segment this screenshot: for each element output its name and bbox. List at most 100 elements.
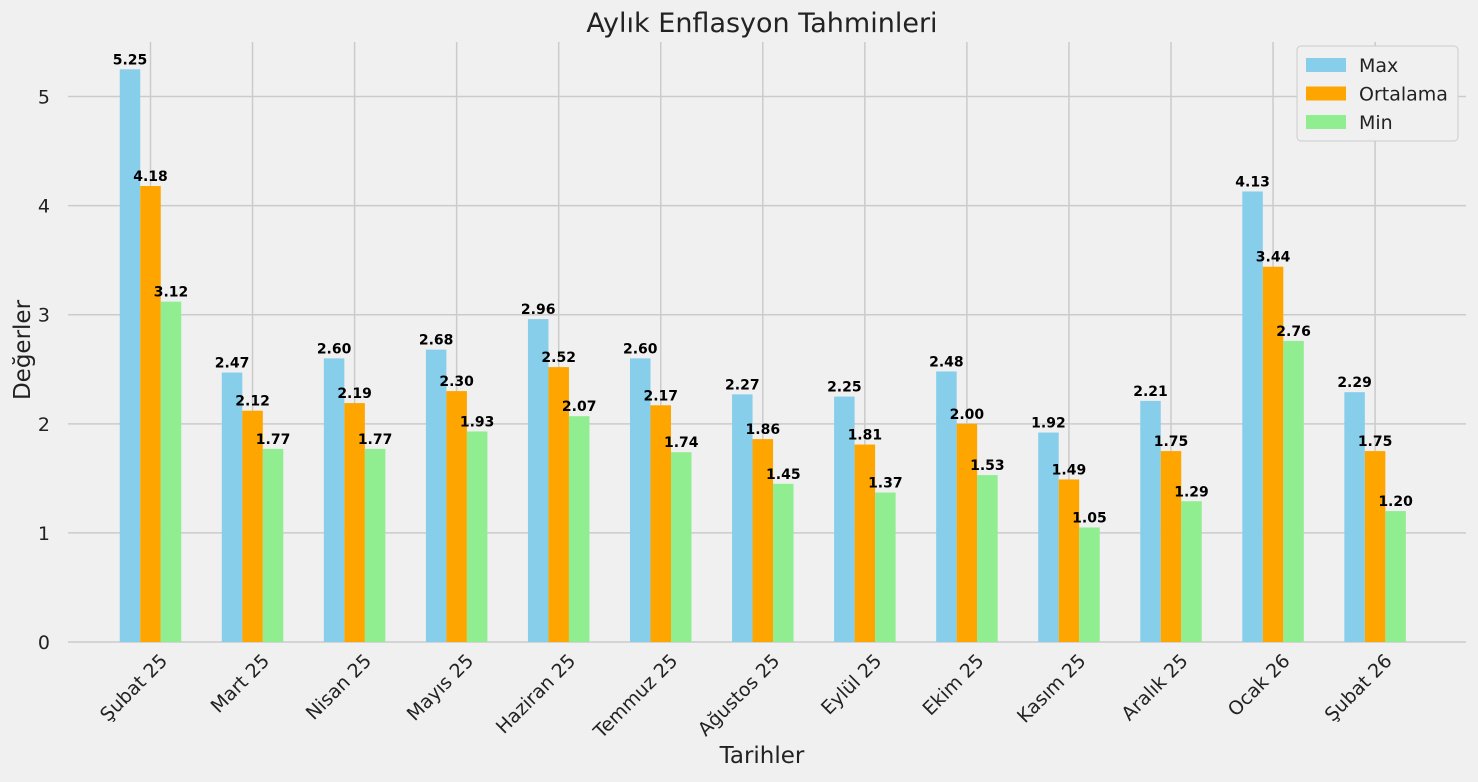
bar-min [1283, 340, 1304, 642]
y-tick-label: 3 [38, 305, 50, 327]
data-label: 1.86 [746, 422, 781, 438]
bar-ortalama [446, 391, 467, 642]
data-label: 2.68 [419, 333, 454, 349]
bar-max [630, 358, 651, 642]
x-tick-label: Ocak 26 [1224, 650, 1295, 721]
x-tick-label: Şubat 26 [1321, 650, 1397, 726]
bar-ortalama [752, 439, 774, 642]
x-tick-label: Kasım 25 [1013, 650, 1091, 728]
data-label: 2.19 [337, 386, 372, 402]
x-tick-label: Ağustos 25 [694, 650, 785, 741]
bar-max [1242, 191, 1263, 643]
bar-max [936, 371, 957, 642]
x-tick-label: Mart 25 [207, 650, 275, 718]
bar-max [527, 319, 549, 642]
data-label: 4.18 [133, 169, 168, 185]
data-label: 2.52 [541, 350, 576, 366]
legend-label-ortalama: Ortalama [1359, 84, 1448, 106]
x-axis-title: Tarihler [719, 743, 805, 769]
bar-ortalama [242, 410, 263, 642]
bar-ortalama [548, 367, 569, 642]
bar-min [364, 448, 386, 642]
data-label: 1.20 [1378, 494, 1413, 510]
data-label: 1.37 [868, 476, 903, 492]
bar-min [671, 452, 692, 642]
data-label: 4.13 [1235, 174, 1270, 190]
data-label: 3.12 [154, 285, 189, 301]
data-label: 1.53 [970, 458, 1005, 474]
data-label: 1.29 [1174, 484, 1209, 500]
data-label: 2.07 [562, 399, 597, 415]
data-label: 1.05 [1072, 510, 1107, 526]
data-label: 2.76 [1276, 324, 1311, 340]
x-tick-label: Mayıs 25 [403, 650, 478, 725]
legend-swatch-max [1306, 58, 1346, 72]
data-label: 1.93 [460, 414, 495, 430]
data-label: 1.49 [1052, 462, 1087, 478]
data-label: 2.60 [317, 341, 352, 357]
data-label: 2.27 [725, 377, 760, 393]
bar-max [1344, 392, 1365, 642]
chart-title: Aylık Enflasyon Tahminleri [586, 8, 937, 39]
y-axis-title: Değerler [10, 299, 36, 400]
legend: Max Ortalama Min [1296, 45, 1459, 142]
data-label: 2.00 [950, 407, 985, 423]
bar-max [834, 396, 855, 642]
data-label: 1.77 [256, 432, 291, 448]
legend-label-max: Max [1359, 55, 1398, 77]
data-label: 3.44 [1256, 250, 1291, 266]
data-label: 1.75 [1154, 434, 1189, 450]
data-label: 2.96 [521, 302, 556, 318]
x-tick-label: Ekim 25 [918, 650, 988, 720]
x-tick-label: Şubat 25 [96, 650, 172, 726]
bar-max [732, 394, 753, 642]
data-label: 1.81 [848, 428, 883, 444]
bar-min [568, 416, 590, 642]
x-tick-label: Nisan 25 [302, 650, 376, 724]
bar-ortalama [650, 405, 671, 642]
x-tick-label: Haziran 25 [492, 650, 580, 738]
bar-ortalama [140, 186, 161, 642]
bar-ortalama [854, 444, 876, 642]
bar-min [466, 431, 488, 642]
bar-min [1079, 527, 1100, 642]
bar-ortalama [956, 423, 978, 642]
data-label: 2.21 [1133, 384, 1168, 400]
data-label: 2.30 [439, 374, 474, 390]
data-label: 1.74 [664, 435, 699, 451]
legend-swatch-ortalama [1306, 86, 1346, 101]
data-label: 2.25 [827, 380, 862, 396]
bar-ortalama [1364, 451, 1386, 642]
data-label: 2.47 [215, 356, 250, 372]
y-tick-label: 5 [38, 87, 50, 109]
data-label: 2.17 [643, 388, 678, 404]
bar-max [221, 372, 243, 642]
bar-min [1181, 501, 1202, 642]
bar-layer [119, 69, 1406, 643]
y-tick-label: 2 [38, 414, 50, 436]
data-label: 1.45 [766, 467, 801, 483]
bar-ortalama [1262, 266, 1284, 642]
x-tick-label: Eylül 25 [817, 650, 886, 719]
y-tick-label: 1 [38, 523, 50, 545]
bar-min [1385, 511, 1406, 642]
data-label: 2.48 [929, 354, 964, 370]
data-label-layer: 5.25 2.47 2.60 2.68 2.96 2.60 2.27 2.25 2.48 1.92… [113, 52, 1413, 526]
bar-max [323, 358, 345, 642]
data-label: 5.25 [113, 52, 148, 68]
bar-max [119, 69, 141, 643]
data-label: 2.60 [623, 341, 658, 357]
y-tick-label: 4 [38, 196, 50, 218]
bar-min [875, 492, 896, 642]
legend-label-min: Min [1359, 112, 1393, 134]
bar-ortalama [344, 403, 365, 642]
data-label: 1.77 [358, 432, 393, 448]
legend-swatch-min [1306, 115, 1346, 129]
bar-min [773, 483, 794, 642]
bar-ortalama [1058, 479, 1080, 642]
y-tick-label: 0 [38, 632, 50, 654]
bar-min [160, 301, 182, 642]
bar-min [977, 475, 998, 642]
